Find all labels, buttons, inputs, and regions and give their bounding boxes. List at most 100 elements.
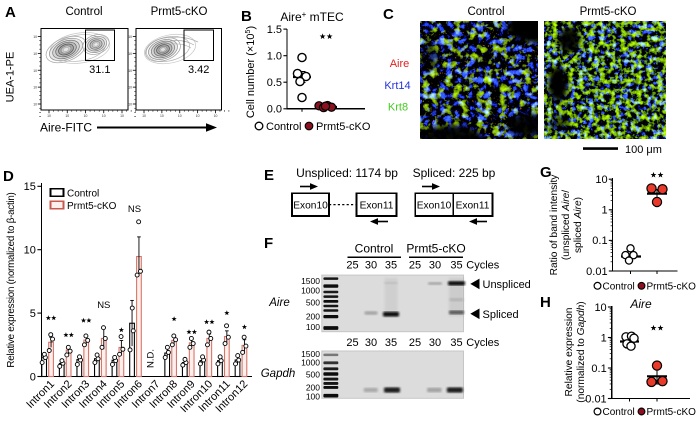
- svg-text:10: 10: [196, 114, 200, 118]
- svg-text:3.42: 3.42: [188, 64, 209, 76]
- svg-text:Krt14: Krt14: [384, 80, 410, 92]
- svg-text:Exon11: Exon11: [456, 201, 490, 212]
- svg-text:A: A: [5, 4, 16, 21]
- svg-text:Aire: Aire: [629, 297, 652, 311]
- svg-text:100 μm: 100 μm: [625, 144, 662, 156]
- svg-text:25: 25: [409, 337, 421, 349]
- svg-text:10: 10: [33, 103, 37, 107]
- svg-text:Relative expression (normalize: Relative expression (normalized to β-act…: [6, 192, 17, 367]
- svg-text:1: 1: [601, 332, 607, 344]
- svg-text:31.1: 31.1: [89, 64, 110, 76]
- svg-text:10: 10: [24, 245, 36, 257]
- svg-text:Cycles: Cycles: [466, 260, 500, 272]
- svg-text:0.1: 0.1: [591, 363, 606, 375]
- svg-text:Prmt5-cKO: Prmt5-cKO: [647, 282, 697, 293]
- svg-text:Cell number (×105): Cell number (×105): [245, 26, 257, 118]
- svg-text:Gapdh: Gapdh: [261, 368, 296, 380]
- svg-text:NS: NS: [128, 204, 141, 215]
- svg-text:Prmt5-cKO: Prmt5-cKO: [316, 121, 371, 133]
- svg-text:NS: NS: [97, 300, 110, 311]
- svg-text:25: 25: [346, 260, 358, 272]
- svg-text:10: 10: [33, 35, 37, 39]
- svg-text:500: 500: [306, 298, 320, 308]
- svg-text:Cycles: Cycles: [466, 337, 500, 349]
- svg-text:Control: Control: [266, 121, 301, 133]
- svg-text:100: 100: [306, 322, 320, 332]
- svg-text:30: 30: [365, 337, 377, 349]
- svg-text:10: 10: [128, 52, 132, 56]
- svg-text:10: 10: [84, 114, 88, 118]
- svg-text:Prmt5-cKO: Prmt5-cKO: [406, 242, 465, 256]
- svg-text:10: 10: [33, 69, 37, 73]
- svg-text:0.0: 0.0: [267, 104, 282, 116]
- svg-text:5: 5: [30, 308, 36, 320]
- svg-text:F: F: [264, 235, 273, 252]
- svg-text:Control: Control: [67, 188, 99, 199]
- svg-text:1.5: 1.5: [267, 24, 282, 36]
- svg-text:Prmt5-cKO: Prmt5-cKO: [67, 201, 117, 212]
- svg-text:1: 1: [601, 205, 607, 217]
- svg-text:100: 100: [306, 392, 320, 402]
- svg-text:Prmt5-cKO: Prmt5-cKO: [580, 6, 637, 18]
- svg-text:0.5: 0.5: [267, 77, 282, 89]
- svg-text:10: 10: [65, 114, 69, 118]
- svg-text:(normalized to Gapdh): (normalized to Gapdh): [576, 301, 587, 402]
- svg-text:Spliced: 225 bp: Spliced: 225 bp: [413, 166, 496, 180]
- svg-text:B: B: [241, 8, 252, 25]
- svg-text:10: 10: [178, 114, 182, 118]
- svg-text:10: 10: [214, 114, 218, 118]
- svg-text:Exon11: Exon11: [360, 201, 394, 212]
- svg-text:G: G: [540, 164, 552, 181]
- svg-text:0.01: 0.01: [586, 266, 607, 278]
- svg-text:35: 35: [450, 337, 462, 349]
- svg-text:Unspliced: 1174 bp: Unspliced: 1174 bp: [296, 166, 398, 180]
- svg-text:1500: 1500: [301, 276, 320, 286]
- svg-text:Aire: Aire: [268, 297, 289, 309]
- svg-text:1500: 1500: [301, 349, 320, 359]
- svg-text:Krt8: Krt8: [388, 102, 408, 114]
- svg-text:500: 500: [306, 369, 320, 379]
- svg-text:25: 25: [346, 337, 358, 349]
- svg-text:Prmt5-cKO: Prmt5-cKO: [151, 6, 208, 18]
- svg-text:Aire-FITC: Aire-FITC: [40, 121, 92, 135]
- svg-text:10: 10: [128, 69, 132, 73]
- svg-text:10: 10: [33, 86, 37, 90]
- svg-text:10: 10: [142, 114, 146, 118]
- svg-text:10: 10: [595, 174, 607, 186]
- svg-text:D: D: [3, 168, 14, 185]
- svg-text:C: C: [383, 6, 394, 23]
- svg-text:E: E: [264, 167, 274, 184]
- svg-text:30: 30: [429, 260, 441, 272]
- svg-text:30: 30: [365, 260, 377, 272]
- svg-text:Exon10: Exon10: [417, 201, 452, 212]
- svg-text:(unspliced Aire/: (unspliced Aire/: [561, 190, 572, 260]
- svg-text:0: 0: [30, 371, 36, 383]
- svg-text:Control: Control: [603, 407, 635, 418]
- svg-text:Exon10: Exon10: [293, 201, 328, 212]
- svg-text:35: 35: [450, 260, 462, 272]
- svg-text:0.01: 0.01: [585, 393, 606, 405]
- svg-text:35: 35: [385, 337, 397, 349]
- svg-text:10: 10: [120, 114, 124, 118]
- svg-text:Unspliced: Unspliced: [483, 279, 531, 291]
- svg-text:Aire: Aire: [390, 58, 410, 70]
- svg-text:25: 25: [409, 260, 421, 272]
- svg-text:15: 15: [24, 181, 36, 193]
- svg-text:1000: 1000: [301, 358, 320, 368]
- svg-text:Prmt5-cKO: Prmt5-cKO: [647, 407, 697, 418]
- svg-text:UEA-1-PE: UEA-1-PE: [5, 52, 17, 103]
- svg-text:spliced Aire): spliced Aire): [573, 197, 584, 253]
- svg-text:200: 200: [306, 383, 320, 393]
- svg-text:Spliced: Spliced: [483, 309, 519, 321]
- svg-text:Control: Control: [355, 242, 394, 256]
- svg-text:1000: 1000: [301, 286, 320, 296]
- svg-text:10: 10: [102, 114, 106, 118]
- svg-text:200: 200: [306, 312, 320, 322]
- svg-text:Control: Control: [467, 6, 504, 18]
- svg-text:0.1: 0.1: [592, 235, 607, 247]
- svg-text:10: 10: [33, 52, 37, 56]
- svg-text:10: 10: [128, 86, 132, 90]
- svg-text:10: 10: [160, 114, 164, 118]
- svg-text:10: 10: [594, 302, 606, 314]
- svg-text:Control: Control: [603, 282, 635, 293]
